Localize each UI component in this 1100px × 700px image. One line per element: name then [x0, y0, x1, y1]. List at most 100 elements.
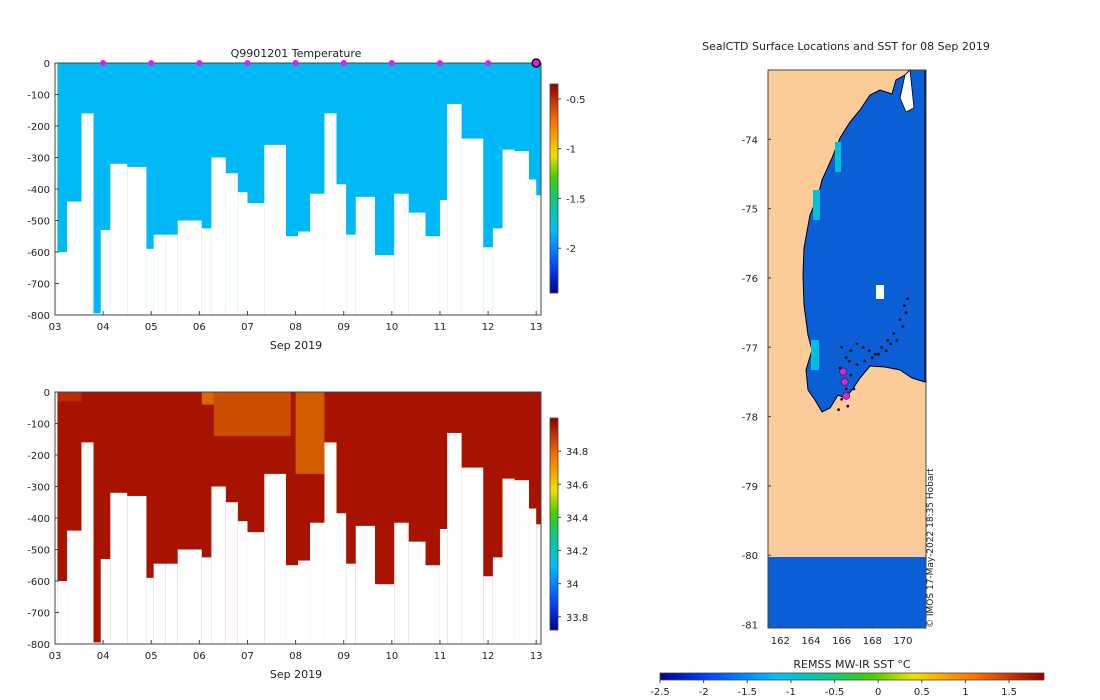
nodata-cell	[211, 157, 226, 315]
coastal-ice-patch	[899, 69, 915, 113]
track-point	[840, 345, 844, 349]
track-point	[852, 387, 856, 391]
track-point	[855, 342, 859, 346]
track-point	[870, 356, 874, 360]
map-longitude-axis: 162 164 166 168 170	[771, 625, 913, 647]
depth-tick-label: -800	[27, 311, 50, 322]
date-tick-label: 09	[337, 322, 350, 333]
imos-credit: © IMOS 17-May-2022 18:35 Hobart	[926, 468, 936, 628]
sst-colorbar-ticks: -2.5 -2 -1.5 -1 -0.5 0 0.5 1 1.5	[650, 680, 1017, 698]
nodata-cell	[408, 212, 426, 315]
track-point	[895, 338, 899, 342]
track-point	[840, 397, 844, 401]
date-tick-label: 13	[530, 651, 543, 662]
nodata-cell	[492, 228, 503, 315]
nodata-cell	[374, 584, 395, 644]
nodata-cell	[346, 234, 356, 315]
track-point	[847, 359, 851, 363]
date-tick-label: 13	[530, 322, 543, 333]
colorbar-tick-label: -0.5	[566, 95, 586, 106]
track-point	[886, 338, 890, 342]
nodata-cell	[492, 557, 503, 644]
track-point	[863, 359, 867, 363]
nodata-cell	[93, 313, 101, 315]
track-point	[889, 342, 893, 346]
track-point	[855, 363, 859, 366]
lat-tick-label: -79	[742, 482, 758, 493]
salinity-colorbar-ticks: 34.8 34.6 34.4 34.2 34 33.8	[558, 447, 588, 624]
depth-tick-label: -700	[27, 280, 50, 291]
nodata-cell	[447, 432, 462, 644]
track-point	[849, 373, 853, 377]
sst-tick-label: 0	[875, 687, 881, 698]
nodata-cell	[528, 179, 537, 315]
profile-marker	[196, 60, 203, 66]
sst-tick-label: 0.5	[914, 687, 930, 698]
nodata-cell	[127, 495, 147, 644]
temperature-date-axis: 03 04 05 06 07 08 09 10 11 12 13	[49, 311, 543, 333]
track-point	[904, 311, 908, 315]
nodata-cell	[201, 228, 212, 315]
colorbar-tick-label: 34.6	[566, 480, 588, 491]
nodata-cell	[394, 522, 409, 644]
nodata-cell	[425, 565, 440, 644]
sst-tick-label: -2	[699, 687, 709, 698]
nodata-cell	[146, 248, 154, 315]
track-point	[877, 352, 880, 356]
lon-tick-label: 164	[801, 636, 820, 647]
map-latitude-axis: -74 -75 -76 -77 -78 -79 -80 -81	[742, 135, 771, 632]
track-point	[849, 349, 853, 353]
sst-colorbar-label: REMSS MW-IR SST °C	[793, 658, 911, 671]
depth-tick-label: -200	[27, 122, 50, 133]
sst-colorbar	[659, 672, 1045, 681]
profile-marker	[292, 60, 299, 66]
profile-marker	[148, 60, 155, 66]
date-tick-label: 04	[97, 651, 110, 662]
track-point	[837, 408, 840, 412]
colorbar-tick-label: 33.8	[566, 613, 588, 624]
track-point	[844, 356, 848, 360]
nodata-cell	[447, 103, 462, 315]
colorbar-tick-label: -1.5	[566, 194, 586, 205]
temperature-date-label: Sep 2019	[270, 339, 322, 352]
temperature-panel-title: Q9901201 Temperature	[231, 47, 362, 60]
depth-tick-label: -800	[27, 640, 50, 651]
nodata-cell	[298, 560, 311, 644]
temperature-section-panel: Q9901201 Temperature 0 -100 -200 -300 -400 -5…	[27, 47, 585, 352]
sst-tick-label: -1	[786, 687, 796, 698]
nodata-cell	[165, 234, 178, 315]
date-tick-label: 07	[241, 651, 254, 662]
nodata-cell	[153, 563, 166, 644]
depth-tick-label: -400	[27, 185, 50, 196]
depth-tick-label: -600	[27, 248, 50, 259]
nodata-cell	[536, 195, 541, 315]
lat-tick-label: -76	[742, 274, 758, 285]
track-point	[861, 345, 865, 349]
lon-tick-label: 162	[771, 636, 790, 647]
current-day-point	[839, 367, 848, 376]
track-point	[901, 325, 905, 328]
nodata-cell	[310, 193, 325, 315]
sst-tick-label: -2.5	[650, 687, 670, 698]
depth-tick-label: 0	[44, 388, 50, 399]
nodata-cell	[285, 236, 298, 315]
lat-tick-label: -78	[742, 413, 758, 424]
nodata-patch	[876, 285, 884, 299]
nodata-cell	[355, 196, 375, 315]
date-tick-label: 06	[193, 322, 206, 333]
nodata-cell	[100, 229, 111, 315]
track-point	[880, 345, 883, 349]
nodata-cell	[298, 231, 311, 315]
salinity-anomaly-band	[57, 392, 82, 402]
lon-tick-label: 166	[832, 636, 851, 647]
nodata-cell	[211, 486, 226, 644]
colorbar-tick-label: 34.2	[566, 547, 588, 558]
nodata-cell	[67, 530, 82, 644]
current-day-point	[840, 378, 849, 386]
date-tick-label: 05	[145, 651, 158, 662]
coastal-sst-band-2	[813, 190, 820, 220]
track-point	[892, 332, 896, 335]
depth-tick-label: -500	[27, 546, 50, 557]
coastal-sst-band-1	[811, 340, 819, 370]
track-point	[903, 304, 906, 308]
